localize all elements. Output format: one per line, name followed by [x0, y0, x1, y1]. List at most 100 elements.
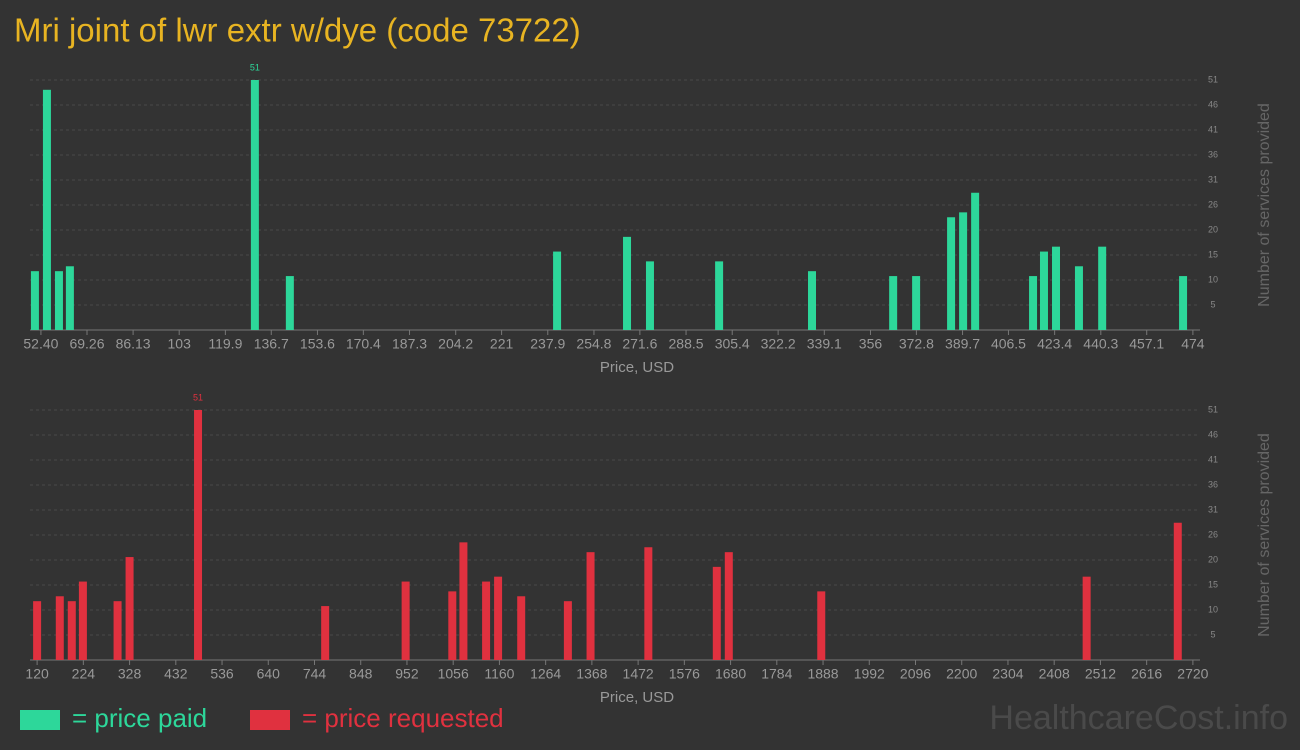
x-tick-label: 237.9	[530, 336, 565, 352]
x-tick-label: 120	[25, 666, 49, 682]
x-tick-label: 103	[168, 336, 192, 352]
x-tick-label: 640	[257, 666, 281, 682]
y-tick-label: 36	[1208, 479, 1218, 489]
x-tick-label: 2720	[1177, 666, 1208, 682]
x-tick-label: 1056	[438, 666, 469, 682]
bar	[712, 566, 721, 660]
y-tick-label: 41	[1208, 124, 1218, 134]
x-tick-label: 1576	[669, 666, 700, 682]
bar	[78, 581, 87, 660]
x-axis-label: Price, USD	[600, 359, 674, 376]
bar	[889, 276, 898, 330]
x-tick-label: 204.2	[438, 336, 473, 352]
x-tick-label: 1784	[761, 666, 792, 682]
x-tick-label: 1992	[854, 666, 885, 682]
x-tick-label: 254.8	[576, 336, 611, 352]
bar	[553, 251, 562, 330]
bar	[30, 271, 39, 330]
bar	[517, 596, 526, 660]
y-tick-label: 5	[1210, 299, 1215, 309]
bar	[623, 236, 632, 330]
x-tick-label: 86.13	[116, 336, 151, 352]
bar	[1173, 522, 1182, 660]
x-tick-label: 136.7	[254, 336, 289, 352]
bar	[1039, 251, 1048, 330]
x-tick-label: 322.2	[761, 336, 796, 352]
legend-swatch	[20, 710, 60, 730]
bar	[1074, 266, 1083, 330]
x-tick-label: 224	[72, 666, 96, 682]
x-tick-label: 744	[303, 666, 327, 682]
legend-swatch	[250, 710, 290, 730]
bar	[494, 576, 503, 660]
x-tick-label: 153.6	[300, 336, 335, 352]
bar	[817, 591, 826, 660]
x-tick-label: 2304	[992, 666, 1023, 682]
y-tick-label: 26	[1208, 199, 1218, 209]
legend-label: = price requested	[302, 703, 504, 733]
x-tick-label: 328	[118, 666, 142, 682]
bar	[947, 217, 956, 330]
y-tick-label: 46	[1208, 429, 1218, 439]
x-tick-label: 339.1	[807, 336, 842, 352]
x-tick-label: 406.5	[991, 336, 1026, 352]
y-tick-label: 10	[1208, 274, 1218, 284]
x-tick-label: 440.3	[1083, 336, 1118, 352]
y-tick-label: 20	[1208, 224, 1218, 234]
bar	[482, 581, 491, 660]
bar	[1179, 276, 1188, 330]
x-tick-label: 2512	[1085, 666, 1116, 682]
x-tick-label: 221	[490, 336, 514, 352]
bar	[586, 552, 595, 660]
bar	[971, 192, 980, 330]
x-axis-label: Price, USD	[600, 689, 674, 706]
bar	[401, 581, 410, 660]
x-tick-label: 69.26	[69, 336, 104, 352]
x-tick-label: 474	[1181, 336, 1205, 352]
bar	[1082, 576, 1091, 660]
y-tick-label: 41	[1208, 454, 1218, 464]
x-tick-label: 1472	[623, 666, 654, 682]
bar	[285, 276, 294, 330]
x-tick-label: 389.7	[945, 336, 980, 352]
bar	[54, 271, 63, 330]
bar	[65, 266, 74, 330]
x-tick-label: 2096	[900, 666, 931, 682]
x-tick-label: 170.4	[346, 336, 381, 352]
x-tick-label: 1160	[484, 666, 514, 682]
bar	[1029, 276, 1038, 330]
x-tick-label: 1368	[576, 666, 607, 682]
x-tick-label: 1888	[807, 666, 838, 682]
y-tick-label: 31	[1208, 504, 1218, 514]
y-tick-label: 26	[1208, 529, 1218, 539]
bar	[1052, 246, 1061, 330]
bar	[808, 271, 817, 330]
watermark: HealthcareCost.info	[989, 699, 1288, 737]
bar	[55, 596, 64, 660]
y-tick-label: 36	[1208, 149, 1218, 159]
bar	[67, 601, 76, 660]
bar	[912, 276, 921, 330]
x-tick-label: 305.4	[715, 336, 750, 352]
y-tick-label: 51	[1208, 74, 1218, 84]
x-tick-label: 1264	[530, 666, 561, 682]
bar	[125, 557, 134, 660]
bar	[321, 606, 330, 660]
y-tick-label: 51	[1208, 404, 1218, 414]
x-tick-label: 952	[395, 666, 419, 682]
bar	[1098, 246, 1107, 330]
bar	[42, 89, 51, 330]
bar	[644, 547, 653, 660]
bar	[250, 80, 259, 330]
bar	[33, 601, 42, 660]
bar	[645, 261, 654, 330]
x-tick-label: 271.6	[622, 336, 657, 352]
y-tick-label: 10	[1208, 604, 1218, 614]
bar	[959, 212, 968, 330]
bar	[194, 410, 203, 660]
y-tick-label: 5	[1210, 629, 1215, 639]
y-tick-label: 15	[1208, 579, 1218, 589]
x-tick-label: 52.40	[23, 336, 58, 352]
